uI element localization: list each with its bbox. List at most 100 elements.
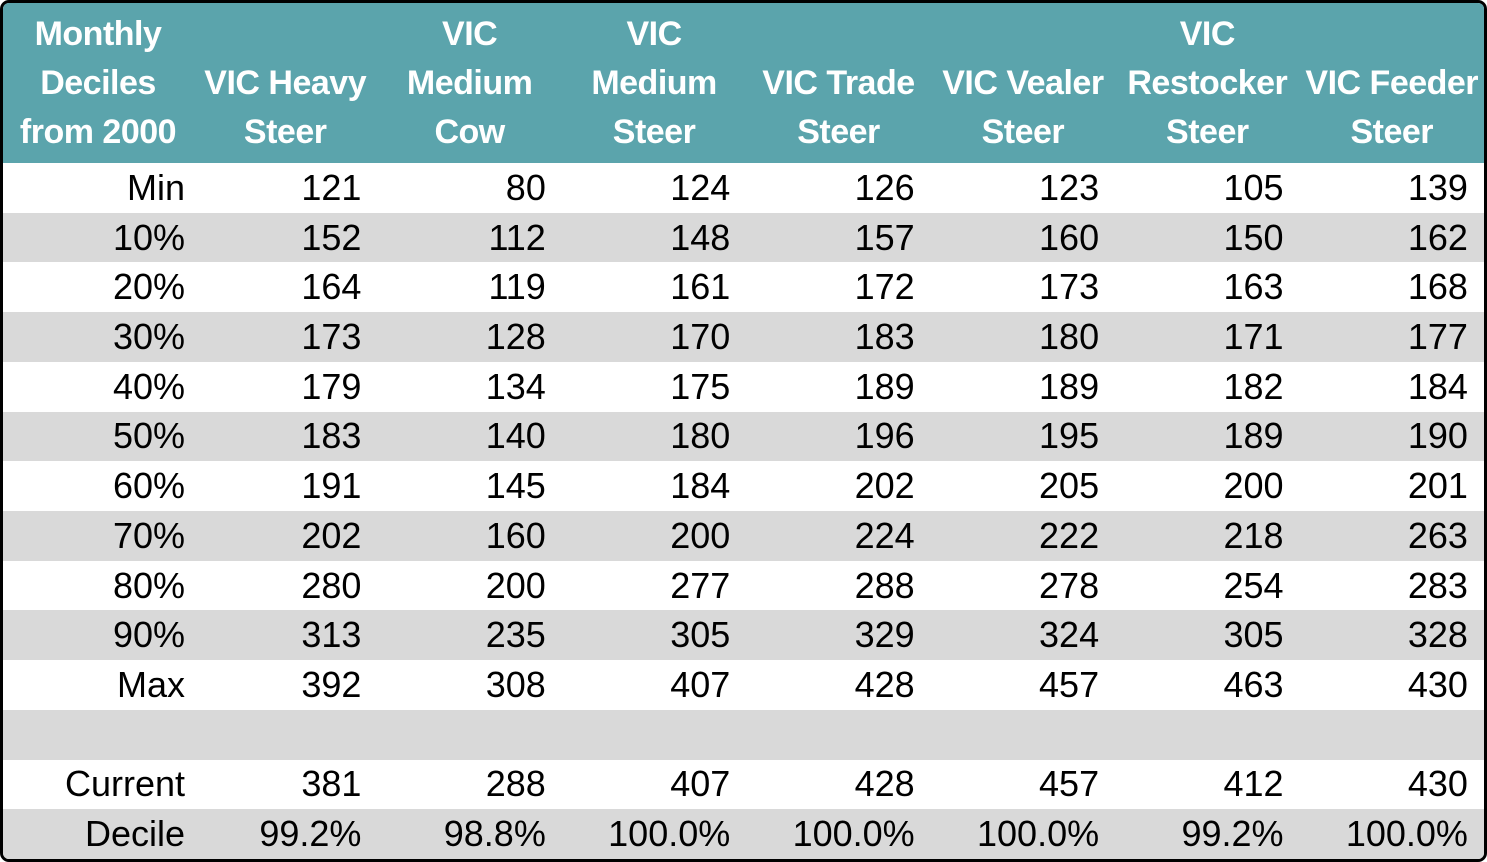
table-cell: 170 — [670, 316, 731, 358]
table-cell: 324 — [1039, 614, 1100, 656]
table-cell: 163 — [1223, 266, 1284, 308]
row-label: 80% — [112, 564, 185, 606]
header-line: VIC — [442, 15, 498, 53]
header-line: VIC Trade — [762, 64, 915, 102]
table-cell — [562, 710, 746, 760]
header-line: Steer — [1350, 113, 1434, 151]
row-label: Min — [126, 166, 185, 208]
table-cell: 283 — [1407, 564, 1468, 606]
table-cell: 200 — [670, 514, 731, 556]
header-column-2: VIC Medium Steer — [562, 3, 746, 163]
table-cell: 457 — [1039, 664, 1100, 706]
table-cell: 100.0% — [1345, 813, 1468, 855]
table-cell: 99.2% — [1181, 813, 1284, 855]
header-line: Monthly — [34, 15, 162, 53]
header-column-0: VIC Heavy Steer — [193, 3, 377, 163]
table-row-max: Max 392 308 407 428 457 463 430 — [3, 660, 1484, 710]
table-body: Min 121 80 124 126 123 105 139 10% 152 112 148 157 16… — [3, 163, 1484, 859]
table-cell: 288 — [485, 763, 546, 805]
table-cell: 172 — [854, 266, 915, 308]
table-cell: 123 — [1039, 166, 1100, 208]
table-cell: 80 — [505, 166, 546, 208]
table-cell: 183 — [301, 415, 362, 457]
table-cell: 161 — [670, 266, 731, 308]
table-row-70-: 70% 202 160 200 224 222 218 263 — [3, 511, 1484, 561]
table-cell: 177 — [1407, 316, 1468, 358]
row-label: 50% — [112, 415, 185, 457]
table-cell: 412 — [1223, 763, 1284, 805]
table-cell: 189 — [854, 365, 915, 407]
table-cell: 168 — [1407, 266, 1468, 308]
header-line: from 2000 — [19, 113, 177, 151]
table-cell: 278 — [1039, 564, 1100, 606]
header-line: Steer — [981, 113, 1065, 151]
table-cell: 190 — [1407, 415, 1468, 457]
table-cell: 201 — [1407, 465, 1468, 507]
table-cell: 173 — [301, 316, 362, 358]
table-cell: 189 — [1223, 415, 1284, 457]
table-cell: 119 — [488, 266, 546, 308]
table-cell: 148 — [670, 216, 731, 258]
table-cell: 140 — [485, 415, 546, 457]
table-cell — [1300, 710, 1484, 760]
table-row-50-: 50% 183 140 180 196 195 189 190 — [3, 411, 1484, 462]
table-cell: 164 — [301, 266, 362, 308]
table-cell: 100.0% — [608, 813, 731, 855]
table-cell: 329 — [854, 614, 915, 656]
table-cell: 175 — [670, 365, 731, 407]
table-cell: 202 — [301, 514, 362, 556]
table-cell: 124 — [670, 166, 731, 208]
table-header-row: Monthly Deciles from 2000 VIC Heavy Steer VIC… — [3, 3, 1484, 163]
header-column-3: VIC Trade Steer — [746, 3, 930, 163]
table-row-30-: 30% 173 128 170 183 180 171 177 — [3, 312, 1484, 362]
header-line: Medium — [591, 64, 717, 102]
row-label: 70% — [112, 514, 185, 556]
table-cell — [377, 710, 561, 760]
table-cell: 195 — [1039, 415, 1100, 457]
row-label: 90% — [112, 614, 185, 656]
header-line: Cow — [434, 113, 505, 151]
header-column-4: VIC Vealer Steer — [931, 3, 1115, 163]
header-line: Steer — [1166, 113, 1249, 151]
table-cell: 308 — [485, 664, 546, 706]
table-cell: 180 — [1039, 316, 1100, 358]
table-row-20-: 20% 164 119 161 172 173 163 168 — [3, 262, 1484, 313]
table-cell: 328 — [1407, 614, 1468, 656]
table-row-min: Min 121 80 124 126 123 105 139 — [3, 163, 1484, 213]
table-cell: 392 — [301, 664, 362, 706]
table-row-current: Current 381 288 407 428 457 412 430 — [3, 759, 1484, 810]
table-row-40-: 40% 179 134 175 189 189 182 184 — [3, 361, 1484, 412]
header-line: Steer — [243, 113, 327, 151]
table-cell: 98.8% — [443, 813, 546, 855]
header-line: Deciles — [40, 64, 156, 102]
row-label: Max — [116, 664, 185, 706]
table-row-60-: 60% 191 145 184 202 205 200 201 — [3, 461, 1484, 512]
header-line: VIC Heavy — [204, 64, 367, 102]
table-cell: 224 — [854, 514, 915, 556]
row-label: Decile — [84, 813, 185, 855]
row-label: 20% — [112, 266, 185, 308]
table-cell: 313 — [301, 614, 362, 656]
header-line: Steer — [612, 113, 696, 151]
table-cell: 105 — [1223, 166, 1284, 208]
header-row-label-column: Monthly Deciles from 2000 — [3, 3, 193, 163]
table-cell — [193, 710, 377, 760]
row-label — [3, 710, 193, 760]
table-cell: 160 — [1039, 216, 1100, 258]
table-cell: 428 — [854, 763, 915, 805]
table-cell: 139 — [1407, 166, 1468, 208]
table-cell: 288 — [854, 564, 915, 606]
table-cell: 126 — [854, 166, 915, 208]
table-row-90-: 90% 313 235 305 329 324 305 328 — [3, 610, 1484, 661]
table-cell: 280 — [301, 564, 362, 606]
row-label: 40% — [112, 365, 185, 407]
header-line: Restocker — [1127, 64, 1288, 102]
table-row-10-: 10% 152 112 148 157 160 150 162 — [3, 212, 1484, 263]
header-line: VIC — [1179, 15, 1236, 53]
table-cell — [1115, 710, 1299, 760]
table-cell — [746, 710, 930, 760]
table-cell: 150 — [1223, 216, 1284, 258]
table-cell: 173 — [1039, 266, 1100, 308]
table-cell: 171 — [1223, 316, 1284, 358]
